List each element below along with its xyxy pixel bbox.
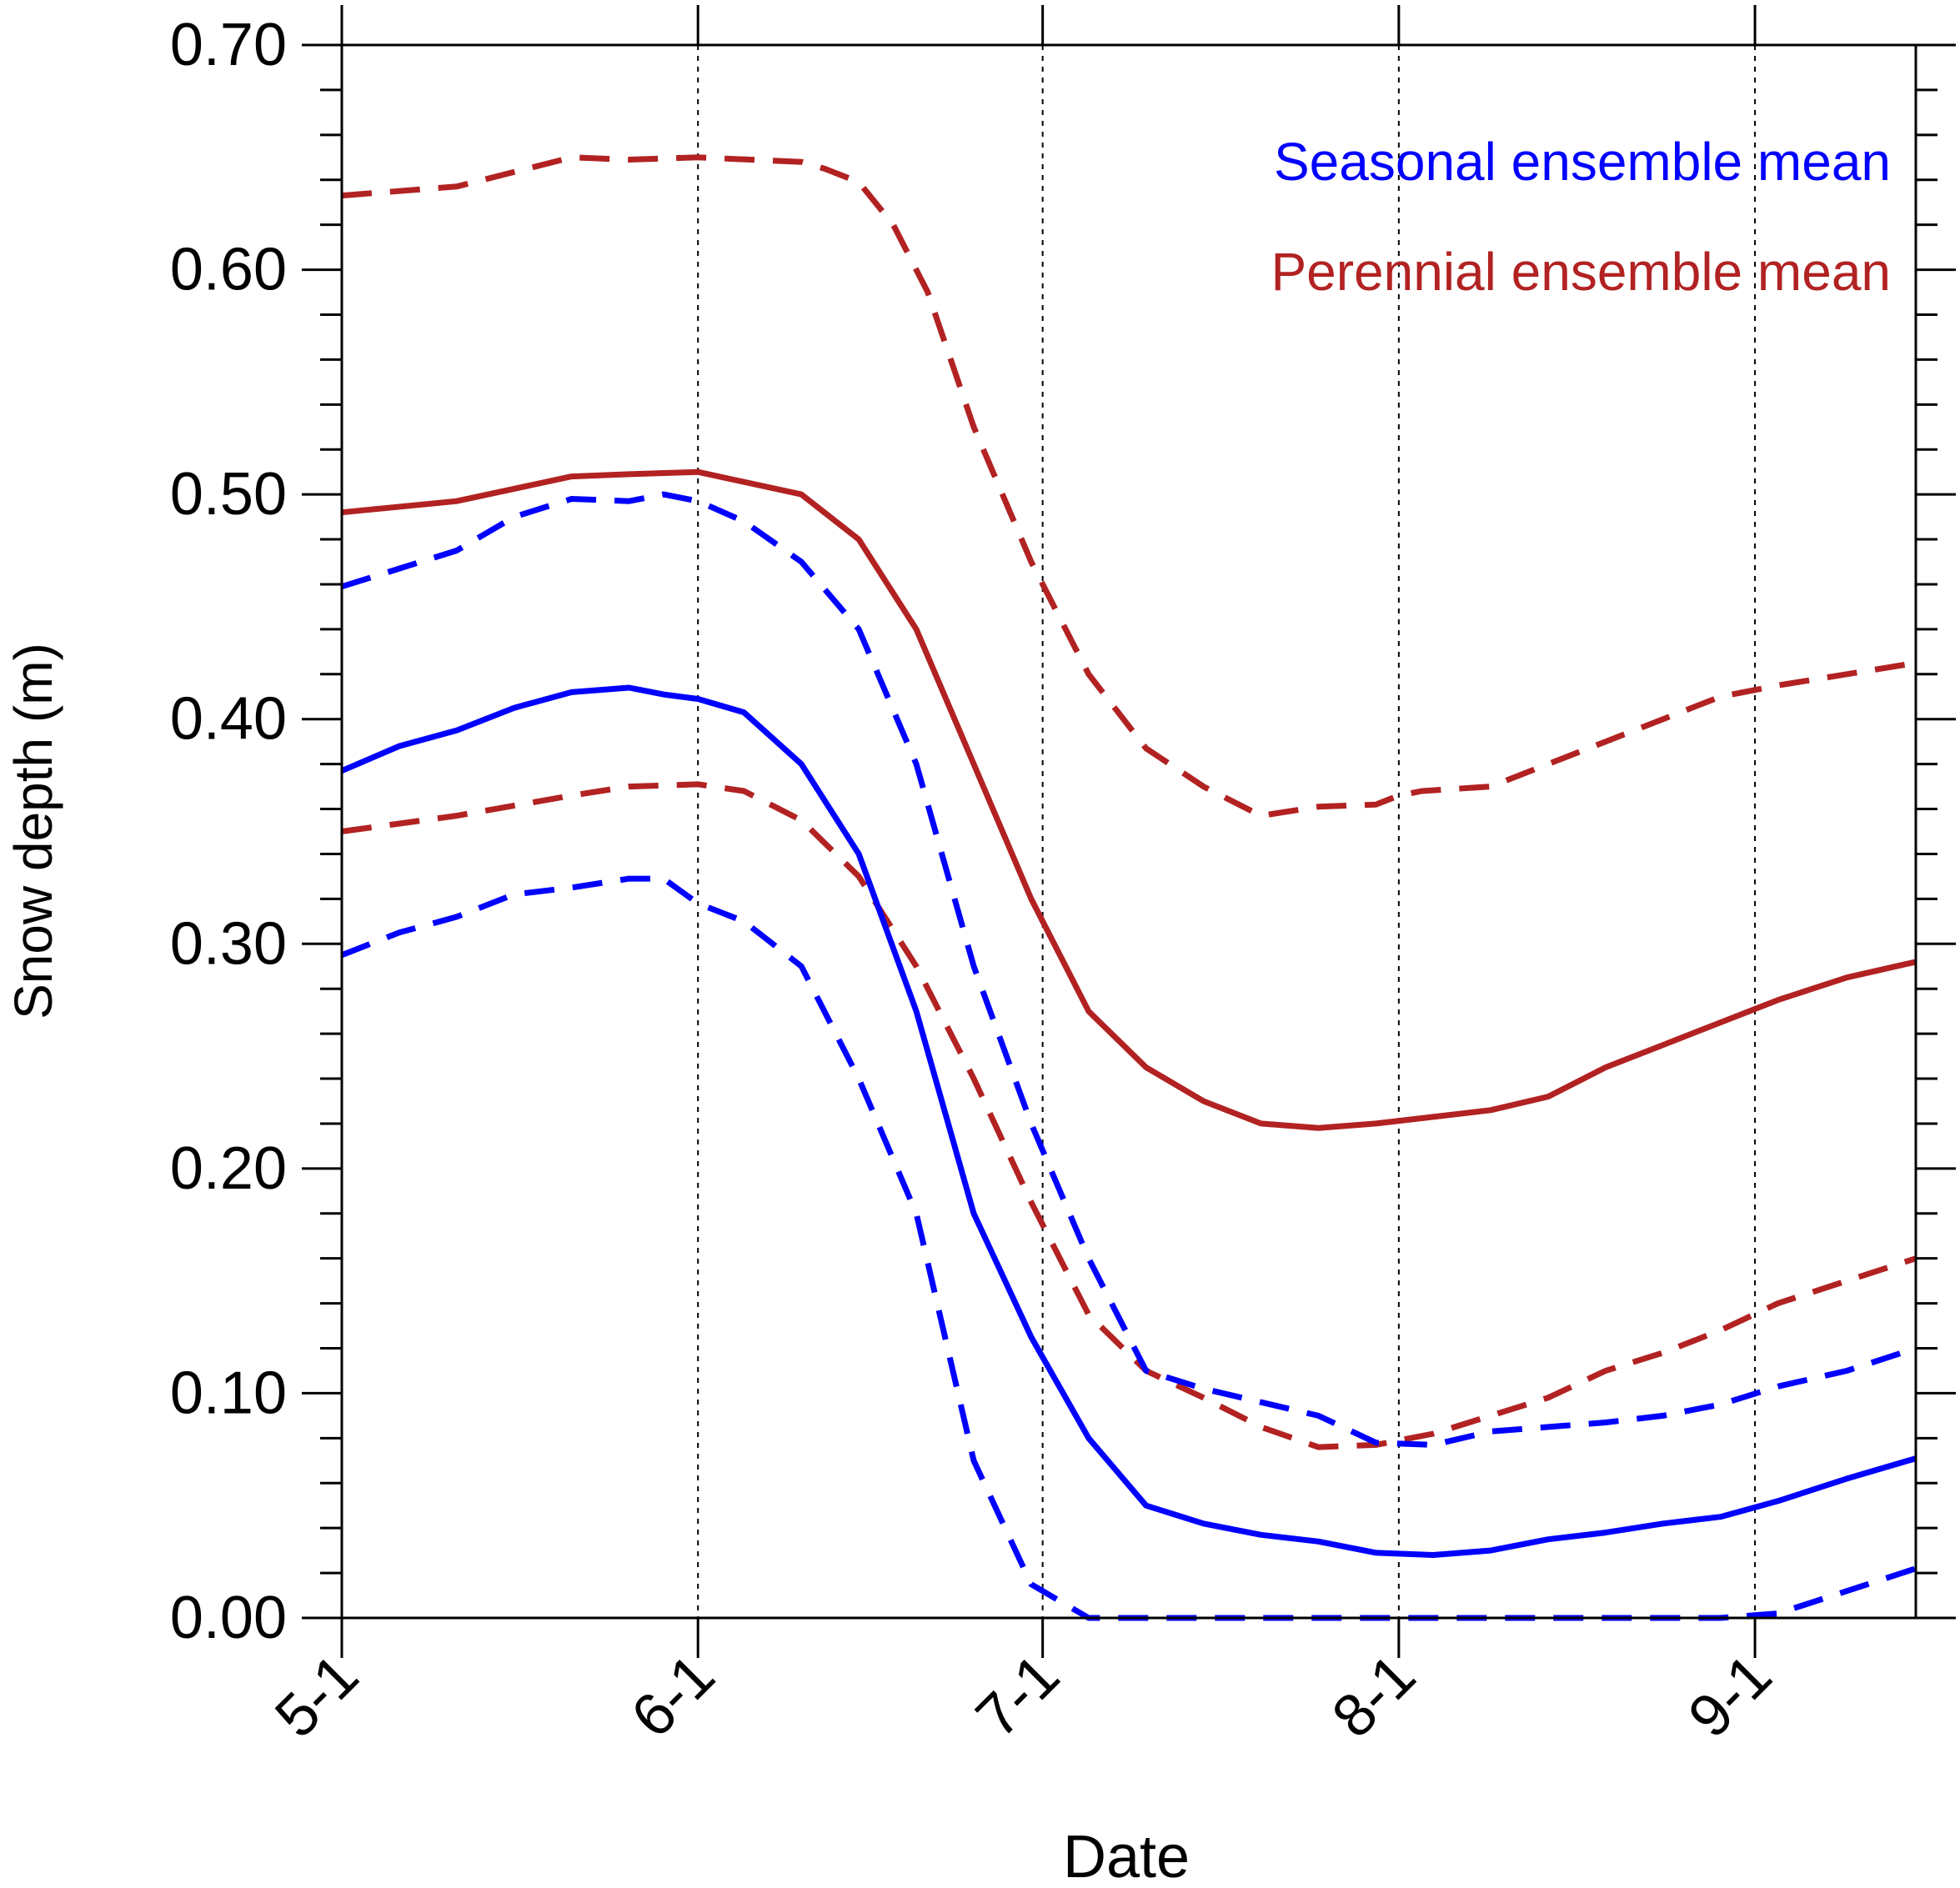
y-tick-label: 0.30 bbox=[170, 910, 287, 977]
y-tick-label: 0.40 bbox=[170, 686, 287, 753]
y-tick-label: 0.10 bbox=[170, 1360, 287, 1426]
x-tick-labels: 5-1 6-1 7-1 8-1 9-1 bbox=[263, 1642, 1784, 1750]
series-line-perennial-solid bbox=[341, 468, 1917, 1131]
series-line-perennial-dashed bbox=[341, 154, 1917, 819]
x-tick-label: 8-1 bbox=[1320, 1642, 1428, 1750]
series-lines bbox=[340, 154, 1917, 1621]
series-line-seasonal-dashed bbox=[340, 491, 1917, 1448]
legend-perennial: Perennial ensemble mean bbox=[1271, 242, 1891, 302]
series-line-perennial-dashed bbox=[341, 781, 1917, 1450]
x-tick-label: 7-1 bbox=[964, 1642, 1072, 1750]
x-tick-label: 9-1 bbox=[1676, 1642, 1784, 1750]
y-tick-label: 0.60 bbox=[170, 237, 287, 303]
y-tick-label: 0.00 bbox=[170, 1585, 287, 1651]
x-tick-label: 6-1 bbox=[619, 1642, 727, 1750]
x-tick-label: 5-1 bbox=[263, 1642, 371, 1750]
axes-frame bbox=[302, 5, 1956, 1658]
x-axis-label: Date bbox=[1063, 1824, 1190, 1888]
series-line-seasonal-dashed bbox=[340, 875, 1917, 1621]
plot-frame bbox=[340, 43, 1917, 1620]
y-tick-label: 0.70 bbox=[170, 12, 287, 78]
y-tick-label: 0.20 bbox=[170, 1135, 287, 1202]
vertical-grid-lines bbox=[697, 45, 1757, 1618]
legend-seasonal: Seasonal ensemble mean bbox=[1274, 132, 1891, 192]
y-tick-label: 0.50 bbox=[170, 461, 287, 528]
y-tick-labels: 0.00 0.10 0.20 0.30 0.40 0.50 0.60 0.70 bbox=[170, 12, 287, 1651]
series-line-seasonal-solid bbox=[340, 684, 1917, 1558]
y-axis-label: Snow depth (m) bbox=[3, 643, 63, 1019]
